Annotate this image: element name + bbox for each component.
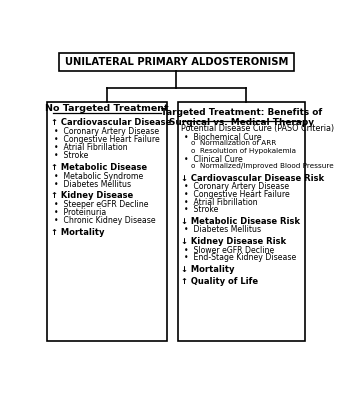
Text: •  Slower eGFR Decline: • Slower eGFR Decline — [184, 246, 274, 254]
Text: •  Metabolic Syndrome: • Metabolic Syndrome — [54, 172, 143, 180]
Text: •  End-Stage Kidney Disease: • End-Stage Kidney Disease — [184, 253, 296, 262]
Text: o  Resolution of Hypokalemia: o Resolution of Hypokalemia — [191, 148, 296, 154]
Text: Potential Disease Cure (PASO Criteria): Potential Disease Cure (PASO Criteria) — [181, 124, 334, 133]
FancyBboxPatch shape — [58, 53, 294, 71]
Text: ↑ Mortality: ↑ Mortality — [51, 228, 104, 237]
Text: o  Normalization of ARR: o Normalization of ARR — [191, 140, 276, 146]
Text: •  Atrial Fibrillation: • Atrial Fibrillation — [184, 198, 258, 207]
Text: ↑ Quality of Life: ↑ Quality of Life — [181, 277, 258, 286]
Text: ↓ Mortality: ↓ Mortality — [181, 265, 235, 274]
Text: Targeted Treatment: Benefits of
Surgical vs. Medical Therapy: Targeted Treatment: Benefits of Surgical… — [161, 108, 322, 128]
Text: ↓ Cardiovascular Disease Risk: ↓ Cardiovascular Disease Risk — [181, 174, 324, 183]
Text: ↓ Metabolic Disease Risk: ↓ Metabolic Disease Risk — [181, 217, 300, 226]
Text: UNILATERAL PRIMARY ALDOSTERONISM: UNILATERAL PRIMARY ALDOSTERONISM — [65, 57, 288, 67]
Text: •  Stroke: • Stroke — [184, 206, 218, 214]
FancyBboxPatch shape — [47, 102, 167, 341]
Text: •  Diabetes Mellitus: • Diabetes Mellitus — [184, 226, 261, 234]
Text: •  Congestive Heart Failure: • Congestive Heart Failure — [54, 135, 160, 144]
Text: ↓ Kidney Disease Risk: ↓ Kidney Disease Risk — [181, 237, 286, 246]
Text: •  Coronary Artery Disease: • Coronary Artery Disease — [54, 127, 159, 136]
Text: •  Steeper eGFR Decline: • Steeper eGFR Decline — [54, 200, 148, 209]
Text: •  Coronary Artery Disease: • Coronary Artery Disease — [184, 182, 289, 191]
Text: •  Chronic Kidney Disease: • Chronic Kidney Disease — [54, 216, 155, 225]
Text: •  Stroke: • Stroke — [54, 151, 88, 160]
Text: ↑ Metabolic Disease: ↑ Metabolic Disease — [51, 163, 147, 172]
Text: •  Atrial Fibrillation: • Atrial Fibrillation — [54, 143, 128, 152]
Text: •  Proteinuria: • Proteinuria — [54, 208, 106, 217]
Text: •  Diabetes Mellitus: • Diabetes Mellitus — [54, 180, 131, 189]
Text: •  Clinical Cure: • Clinical Cure — [184, 155, 243, 164]
FancyBboxPatch shape — [178, 102, 305, 341]
Text: ↑ Cardiovascular Disease: ↑ Cardiovascular Disease — [51, 118, 171, 127]
Text: No Targeted Treatment: No Targeted Treatment — [45, 104, 169, 113]
Text: •  Congestive Heart Failure: • Congestive Heart Failure — [184, 190, 290, 199]
Text: o  Normalized/Improved Blood Pressure: o Normalized/Improved Blood Pressure — [191, 163, 334, 169]
Text: ↑ Kidney Disease: ↑ Kidney Disease — [51, 191, 133, 200]
Text: •  Biochemical Cure: • Biochemical Cure — [184, 133, 262, 142]
